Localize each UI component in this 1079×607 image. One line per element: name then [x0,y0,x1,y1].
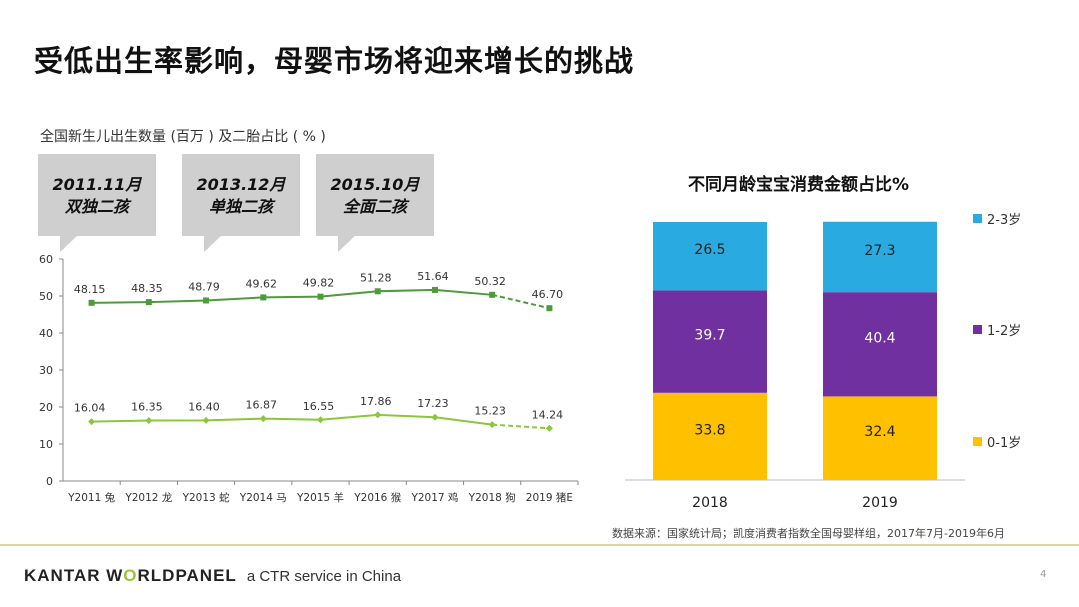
series-line-dashed [491,293,550,310]
bar-segment [653,222,767,291]
data-label: 16.35 [131,401,163,414]
legend-label: 1-2岁 [987,324,1022,339]
callout-date: 2015.10月 [330,175,420,194]
footer-divider [0,544,1079,546]
data-point [546,305,553,312]
callout-date: 2013.12月 [196,175,286,194]
footer-brand: KANTAR WORLDPANEL a CTR service in China [24,566,401,586]
bar-value-label: 26.5 [694,242,725,258]
data-label: 51.28 [360,271,392,284]
policy-callout-2015: 2015.10月 全面二孩 [316,154,434,252]
data-point [145,299,152,306]
data-label: 46.70 [532,288,564,301]
y-tick-label: 60 [39,253,53,266]
bar-segment [823,221,937,293]
data-point [431,413,439,421]
data-label: 16.04 [74,402,106,415]
data-point [88,418,96,426]
data-label: 15.23 [474,405,506,418]
x-tick-label: Y2015 羊 [296,491,344,504]
data-label: 17.23 [417,397,449,410]
data-label: 49.82 [303,277,335,290]
y-tick-label: 30 [39,364,53,377]
data-label: 16.55 [303,400,335,413]
x-tick-label: Y2014 马 [239,492,287,504]
data-point [260,294,267,301]
data-point [259,415,267,423]
legend-swatch-blue [973,214,982,223]
policy-callout-2011: 2011.11月 双独二孩 [38,154,156,252]
legend-swatch-purple [973,325,982,334]
data-label: 17.86 [360,395,392,408]
ctr-tagline: a CTR service in China [246,568,402,585]
data-label: 16.40 [188,400,220,413]
callout-policy: 单独二孩 [208,197,273,216]
data-point [317,293,324,300]
y-tick-label: 0 [46,475,53,488]
y-tick-label: 10 [39,438,53,451]
y-tick-label: 40 [39,327,53,340]
data-point [317,416,324,424]
bar-value-label: 40.4 [864,330,895,346]
data-label: 49.62 [246,277,278,290]
x-tick-label: Y2018 狗 [468,491,516,504]
bar-value-label: 33.8 [694,422,725,438]
x-tick-label: Y2017 鸡 [410,491,458,504]
legend-item-0-1: 0-1岁 [973,432,1021,451]
x-category-label: 2019 [862,495,898,511]
legend-item-1-2: 1-2岁 [973,320,1021,339]
x-tick-label: Y2016 猴 [353,491,401,504]
line-chart-title: 全国新生儿出生数量 (百万 ) 及二胎占比 ( % ) [40,129,326,145]
data-label: 51.64 [417,270,449,283]
data-label: 14.24 [532,408,564,421]
x-tick-label: Y2011 兔 [67,491,115,504]
bar-segment [653,290,767,393]
x-category-label: 2018 [692,495,728,511]
series-line-dashed [492,423,550,430]
data-label: 48.15 [74,283,106,296]
bar-chart-title: 不同月龄宝宝消费金额占比% [688,175,910,195]
data-label: 48.79 [188,280,220,293]
series-line-solid [91,288,493,304]
policy-callout-2013: 2013.12月 单独二孩 [182,154,300,252]
data-point [431,286,438,293]
data-point [145,417,153,425]
bar-segment [653,392,767,480]
legend-item-2-3: 2-3岁 [973,209,1021,228]
data-point [202,416,210,424]
bar-value-label: 32.4 [864,424,895,440]
data-point [203,297,210,304]
age-spend-bar-chart: 33.8 39.7 26.5 2018 32.4 40.4 27.3 2019 [625,221,965,511]
x-tick-label: Y2013 蛇 [182,491,230,504]
data-point [374,411,382,419]
births-line-chart: 0 10 20 30 40 50 60 Y2011 兔 Y2012 龙 Y2013 蛇 Y2014 … [39,253,579,504]
callout-date: 2011.11月 [52,175,142,194]
page-number: 4 [1040,569,1047,580]
data-label: 16.87 [246,399,278,412]
legend-label: 0-1岁 [987,436,1022,451]
data-point [488,421,496,429]
bar-segment [823,292,937,397]
bar-value-label: 39.7 [694,328,725,344]
callout-policy: 全面二孩 [342,197,407,216]
x-tick-label: Y2012 龙 [124,491,172,504]
legend-swatch-yellow [973,437,982,446]
data-label: 48.35 [131,282,163,295]
series-line-solid [91,413,493,426]
data-point [489,291,496,298]
data-point [88,299,95,306]
data-point [374,288,381,295]
data-source-note: 数据来源：国家统计局；凯度消费者指数全国母婴样组，2017年7月-2019年6月 [612,527,1005,540]
x-tick-label: 2019 猪E [526,492,573,504]
bar-value-label: 27.3 [864,243,895,259]
kantar-logo: KANTAR WORLDPANEL [24,566,237,585]
bar-segment [823,396,937,480]
data-label: 50.32 [474,275,506,288]
callout-policy: 双独二孩 [64,197,129,216]
y-tick-label: 20 [39,401,53,414]
y-tick-label: 50 [39,290,53,303]
page-title: 受低出生率影响，母婴市场将迎来增长的挑战 [34,44,635,78]
data-point [545,424,553,432]
legend-label: 2-3岁 [987,213,1022,228]
